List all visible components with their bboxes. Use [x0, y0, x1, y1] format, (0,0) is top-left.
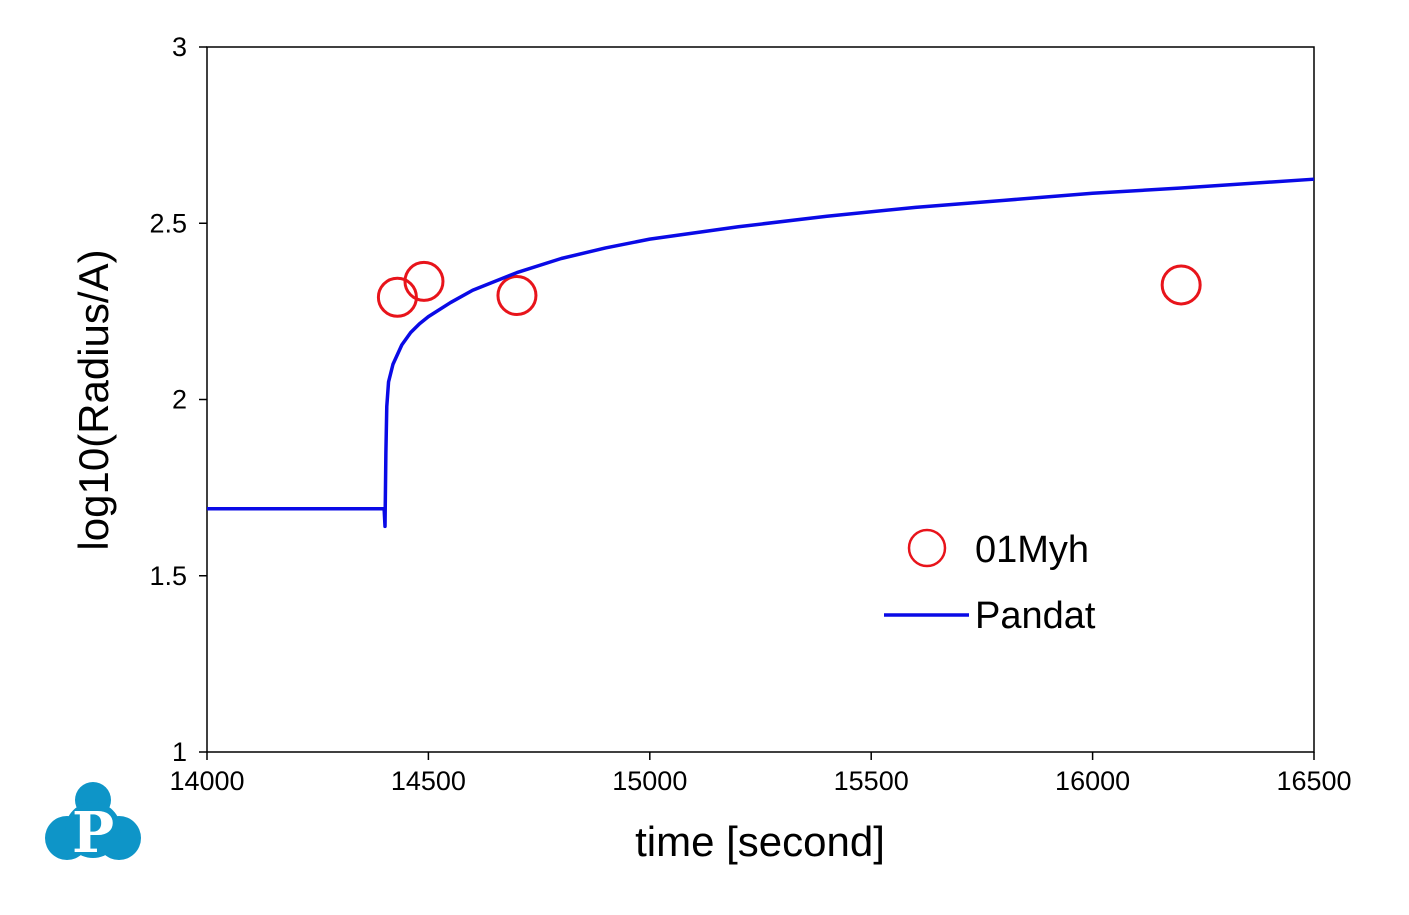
legend: 01Myh Pandat — [884, 528, 1096, 637]
x-tick-label: 15500 — [834, 766, 909, 796]
y-tick-label: 1.5 — [149, 561, 187, 591]
data-point-01myh — [496, 275, 538, 317]
x-tick-label: 14000 — [169, 766, 244, 796]
logo-letter: P — [72, 800, 114, 866]
y-tick-label: 2 — [172, 385, 187, 415]
legend-marker-01myh — [907, 528, 947, 568]
x-axis-title: time [second] — [635, 818, 885, 865]
legend-label-pandat: Pandat — [975, 595, 1096, 637]
plot-area — [207, 177, 1315, 529]
series-line-pandat — [207, 177, 1315, 529]
data-point-01myh — [1160, 264, 1202, 306]
plot-frame — [206, 46, 1315, 753]
x-axis-ticks: 14000 14500 15000 15500 16000 16500 — [169, 752, 1352, 796]
x-tick-label: 15000 — [612, 766, 687, 796]
pandat-logo: P — [45, 782, 141, 866]
x-tick-label: 14500 — [391, 766, 466, 796]
x-tick-label: 16500 — [1276, 766, 1351, 796]
y-tick-label: 2.5 — [149, 208, 187, 238]
y-tick-label: 1 — [172, 737, 187, 767]
legend-label-01myh: 01Myh — [975, 529, 1089, 571]
data-point-01myh — [376, 276, 418, 318]
y-axis-ticks: 1 1.5 2 2.5 3 — [149, 32, 207, 767]
x-tick-label: 16000 — [1055, 766, 1130, 796]
data-point-01myh — [403, 260, 445, 302]
y-tick-label: 3 — [172, 32, 187, 62]
y-axis-title: log10(Radius/A) — [70, 249, 117, 550]
